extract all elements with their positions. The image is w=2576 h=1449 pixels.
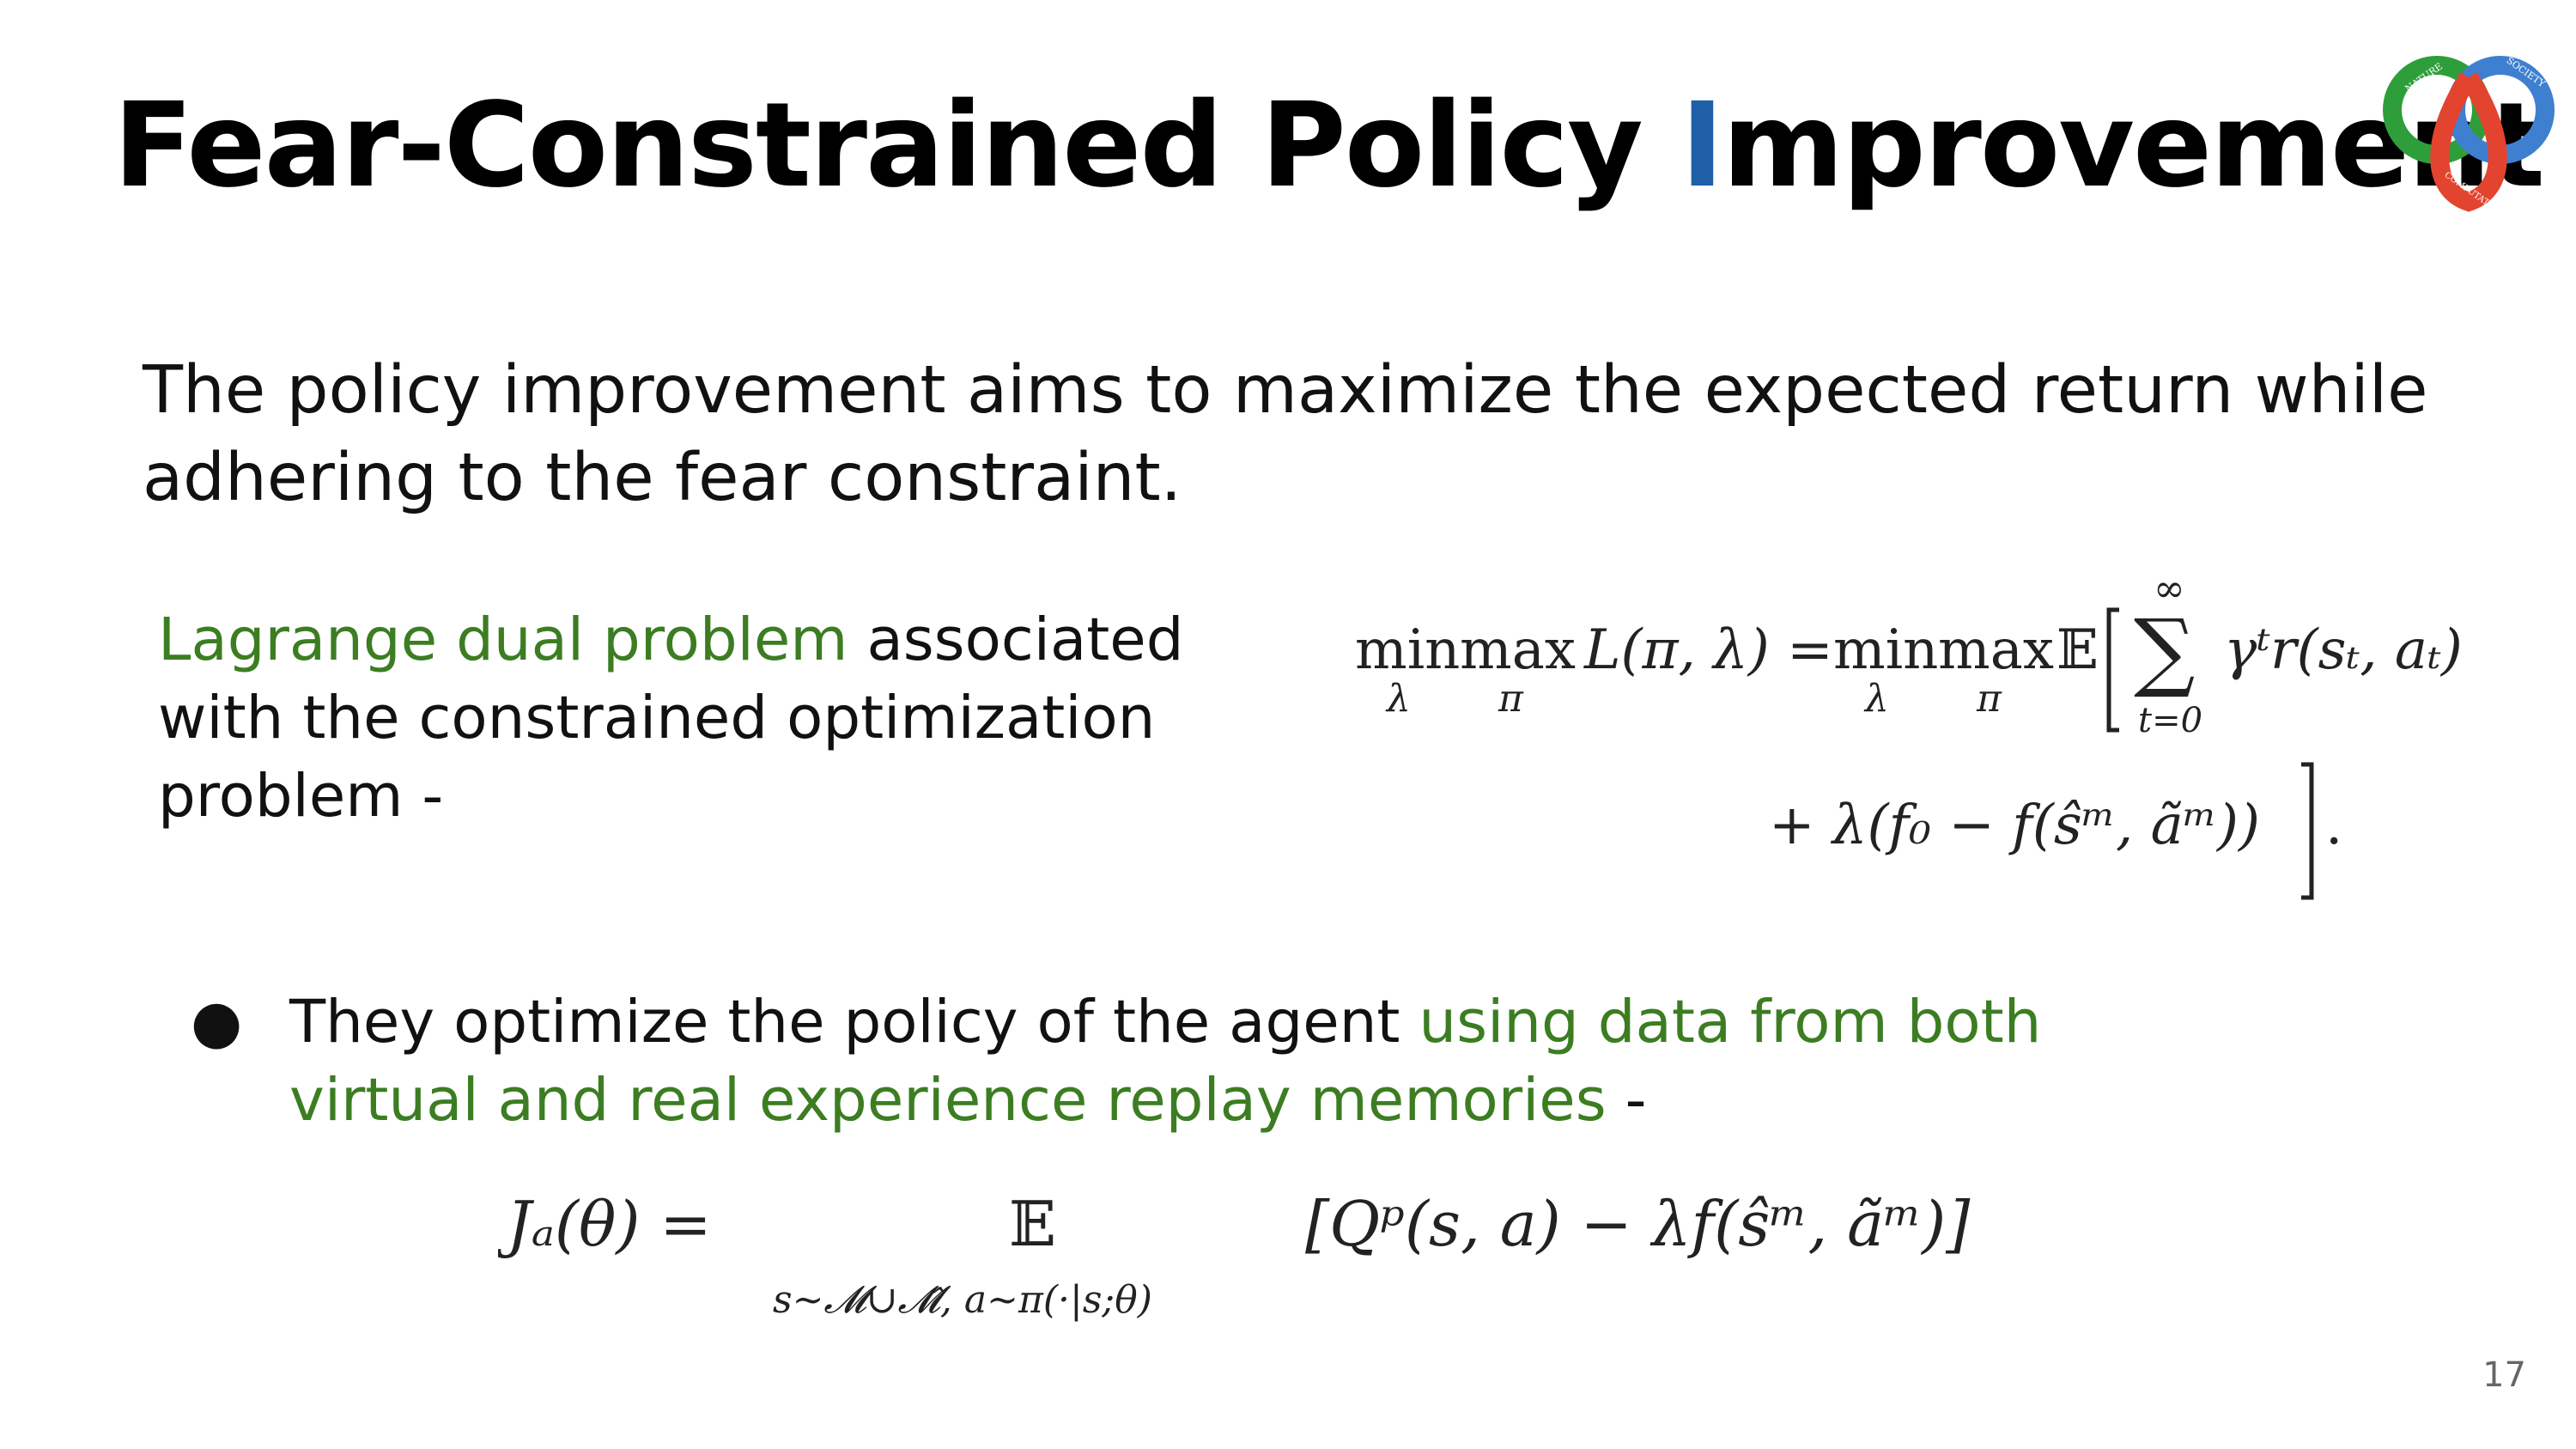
bullet-text-start: They optimize the policy of the agent	[289, 988, 1419, 1056]
eq1-line-2: + λ(f₀ − f(ŝᵐ, ãᵐ))	[1769, 794, 2260, 857]
eq1-max-1: max	[1460, 618, 1576, 682]
title-highlight-letter: I	[1680, 78, 1724, 214]
lagrange-dual-equation: min λ max π L(π, λ) = min λ max π 𝔼 ∞ ∑ …	[1355, 567, 2463, 900]
eq1-sum-bottom: t=0	[2138, 701, 2202, 740]
eq1-right-bracket	[2301, 762, 2314, 900]
eq2-subscript: s∼𝓜∪𝓜̂, a∼π(·|s;θ)	[773, 1278, 1152, 1322]
bullet-text-end: -	[1606, 1066, 1647, 1135]
eq1-summand: γᵗr(sₜ, aₜ)	[2224, 618, 2463, 682]
lagrange-description: Lagrange dual problem associated with th…	[158, 601, 1274, 836]
bullet-highlight: using data from both virtual and real ex…	[289, 988, 2042, 1135]
lagrange-rest: associated with the constrained optimiza…	[158, 606, 1184, 831]
slide-title: Fear-Constrained Policy Improvement	[113, 82, 2545, 211]
eq1-min-1: min	[1355, 618, 1460, 682]
eq2-expectation: 𝔼	[1009, 1188, 1056, 1260]
lagrange-highlight: Lagrange dual problem	[158, 606, 848, 674]
eq1-lhs: L(π, λ) =	[1583, 618, 1833, 682]
actor-objective-equation: Jₐ(θ) = 𝔼 s∼𝓜∪𝓜̂, a∼π(·|s;θ) [Qᵖ(s, a) −…	[498, 1188, 1971, 1322]
bullet-dot: ●	[191, 988, 243, 1056]
eq1-min-1-sub: λ	[1385, 677, 1411, 721]
eq1-min-2: min	[1833, 618, 1938, 682]
eq1-max-2: max	[1938, 618, 2054, 682]
bullet-text: They optimize the policy of the agent us…	[289, 983, 2178, 1140]
eq1-left-bracket	[2106, 607, 2119, 733]
eq1-period: .	[2325, 794, 2342, 857]
eq1-min-2-sub: λ	[1863, 677, 1889, 721]
eq1-max-1-sub: π	[1498, 677, 1524, 721]
nature-society-computation-logo: NATURE SOCIETY COMPUTATION	[2383, 55, 2555, 218]
title-part-1: Fear-Constrained Policy	[113, 78, 1681, 214]
eq1-expectation: 𝔼	[2057, 618, 2099, 682]
eq2-body: [Qᵖ(s, a) − λf(ŝᵐ, ãᵐ)]	[1305, 1188, 1971, 1260]
eq2-lhs: Jₐ(θ) =	[498, 1188, 712, 1260]
eq1-sum: ∑	[2134, 600, 2195, 701]
eq1-sum-top: ∞	[2154, 567, 2185, 611]
intro-paragraph: The policy improvement aims to maximize …	[143, 352, 2428, 516]
slide-number: 17	[2482, 1355, 2526, 1395]
eq1-max-2-sub: π	[1976, 677, 2002, 721]
